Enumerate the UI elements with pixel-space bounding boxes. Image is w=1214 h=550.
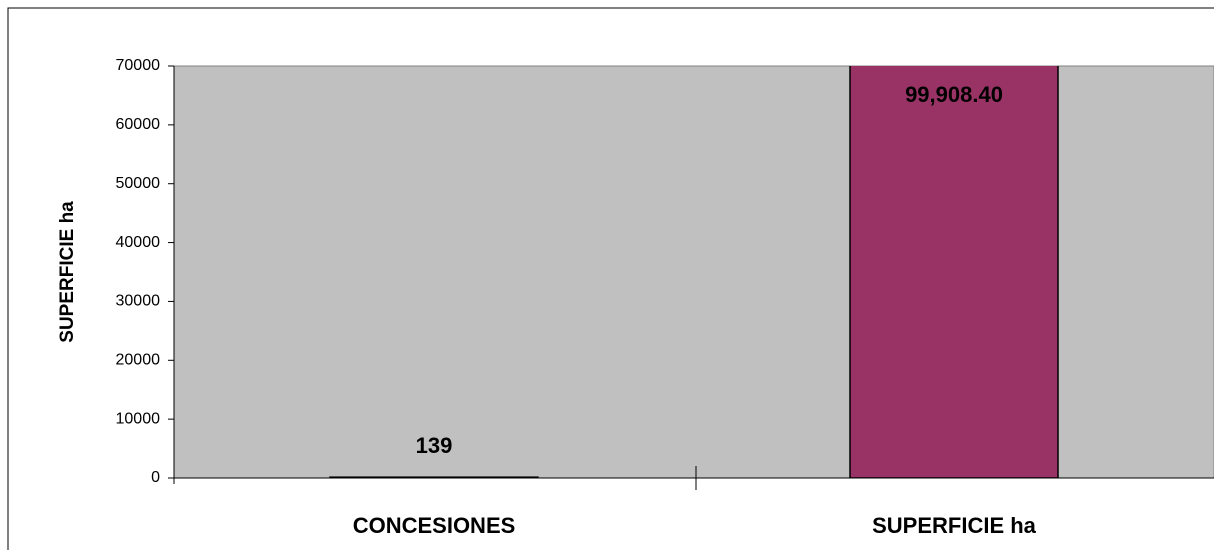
frame (7, 7, 1214, 550)
y-tick-label: 40000 (116, 234, 161, 251)
bar (849, 66, 1059, 478)
x-tick-label: CONCESIONES (353, 513, 516, 538)
y-tick-label: 50000 (116, 175, 161, 192)
y-tick-label: 30000 (116, 293, 161, 310)
y-tick-label: 0 (151, 469, 160, 486)
value-label: 99,908.40 (905, 82, 1003, 107)
bar (329, 476, 539, 478)
x-tick-label: SUPERFICIE ha (872, 513, 1037, 538)
y-tick-label: 60000 (116, 116, 161, 133)
bars (329, 66, 1059, 478)
y-tick-label: 20000 (116, 352, 161, 369)
y-tick-label: 70000 (116, 57, 161, 74)
value-label: 139 (416, 433, 453, 458)
y-tick-label: 10000 (116, 410, 161, 427)
y-axis-label: SUPERFICIE ha (57, 201, 78, 343)
